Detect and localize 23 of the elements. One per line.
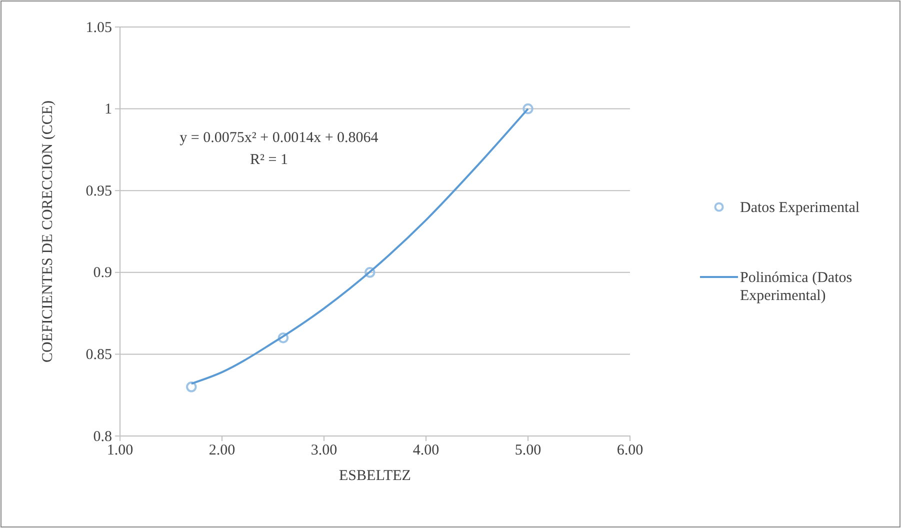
x-tick-label: 6.00 <box>616 442 644 459</box>
x-axis-title: ESBELTEZ <box>339 468 411 484</box>
x-tick-label: 5.00 <box>514 442 542 459</box>
y-axis-title: COEFICIENTES DE CORECCION (CCE) <box>40 100 56 363</box>
x-tick-label: 4.00 <box>412 442 440 459</box>
annotation: y = 0.0075x² + 0.0014x + 0.8064 <box>180 130 379 146</box>
point <box>186 382 197 392</box>
point <box>364 267 376 278</box>
point <box>522 103 534 114</box>
y-tick-label: 0.85 <box>86 347 112 363</box>
point <box>278 332 289 344</box>
y-tick-label: 0.9 <box>93 265 112 282</box>
y-tick-label: 0.8 <box>93 428 112 445</box>
y-tick-label: 1 <box>104 102 112 118</box>
annotation: R² = 1 <box>250 152 288 168</box>
x-tick-label: 3.00 <box>310 442 338 459</box>
y-tick-label: 1.05 <box>86 20 112 36</box>
x-tick-label: 2.00 <box>208 442 236 459</box>
line-series <box>190 108 529 385</box>
x-tick-label: 1.00 <box>106 442 134 459</box>
y-tick-label: 0.95 <box>86 183 112 200</box>
legend-label: Polinómica (Datos Experimental) <box>740 270 852 304</box>
legend-label: Datos Experimental <box>740 200 860 216</box>
